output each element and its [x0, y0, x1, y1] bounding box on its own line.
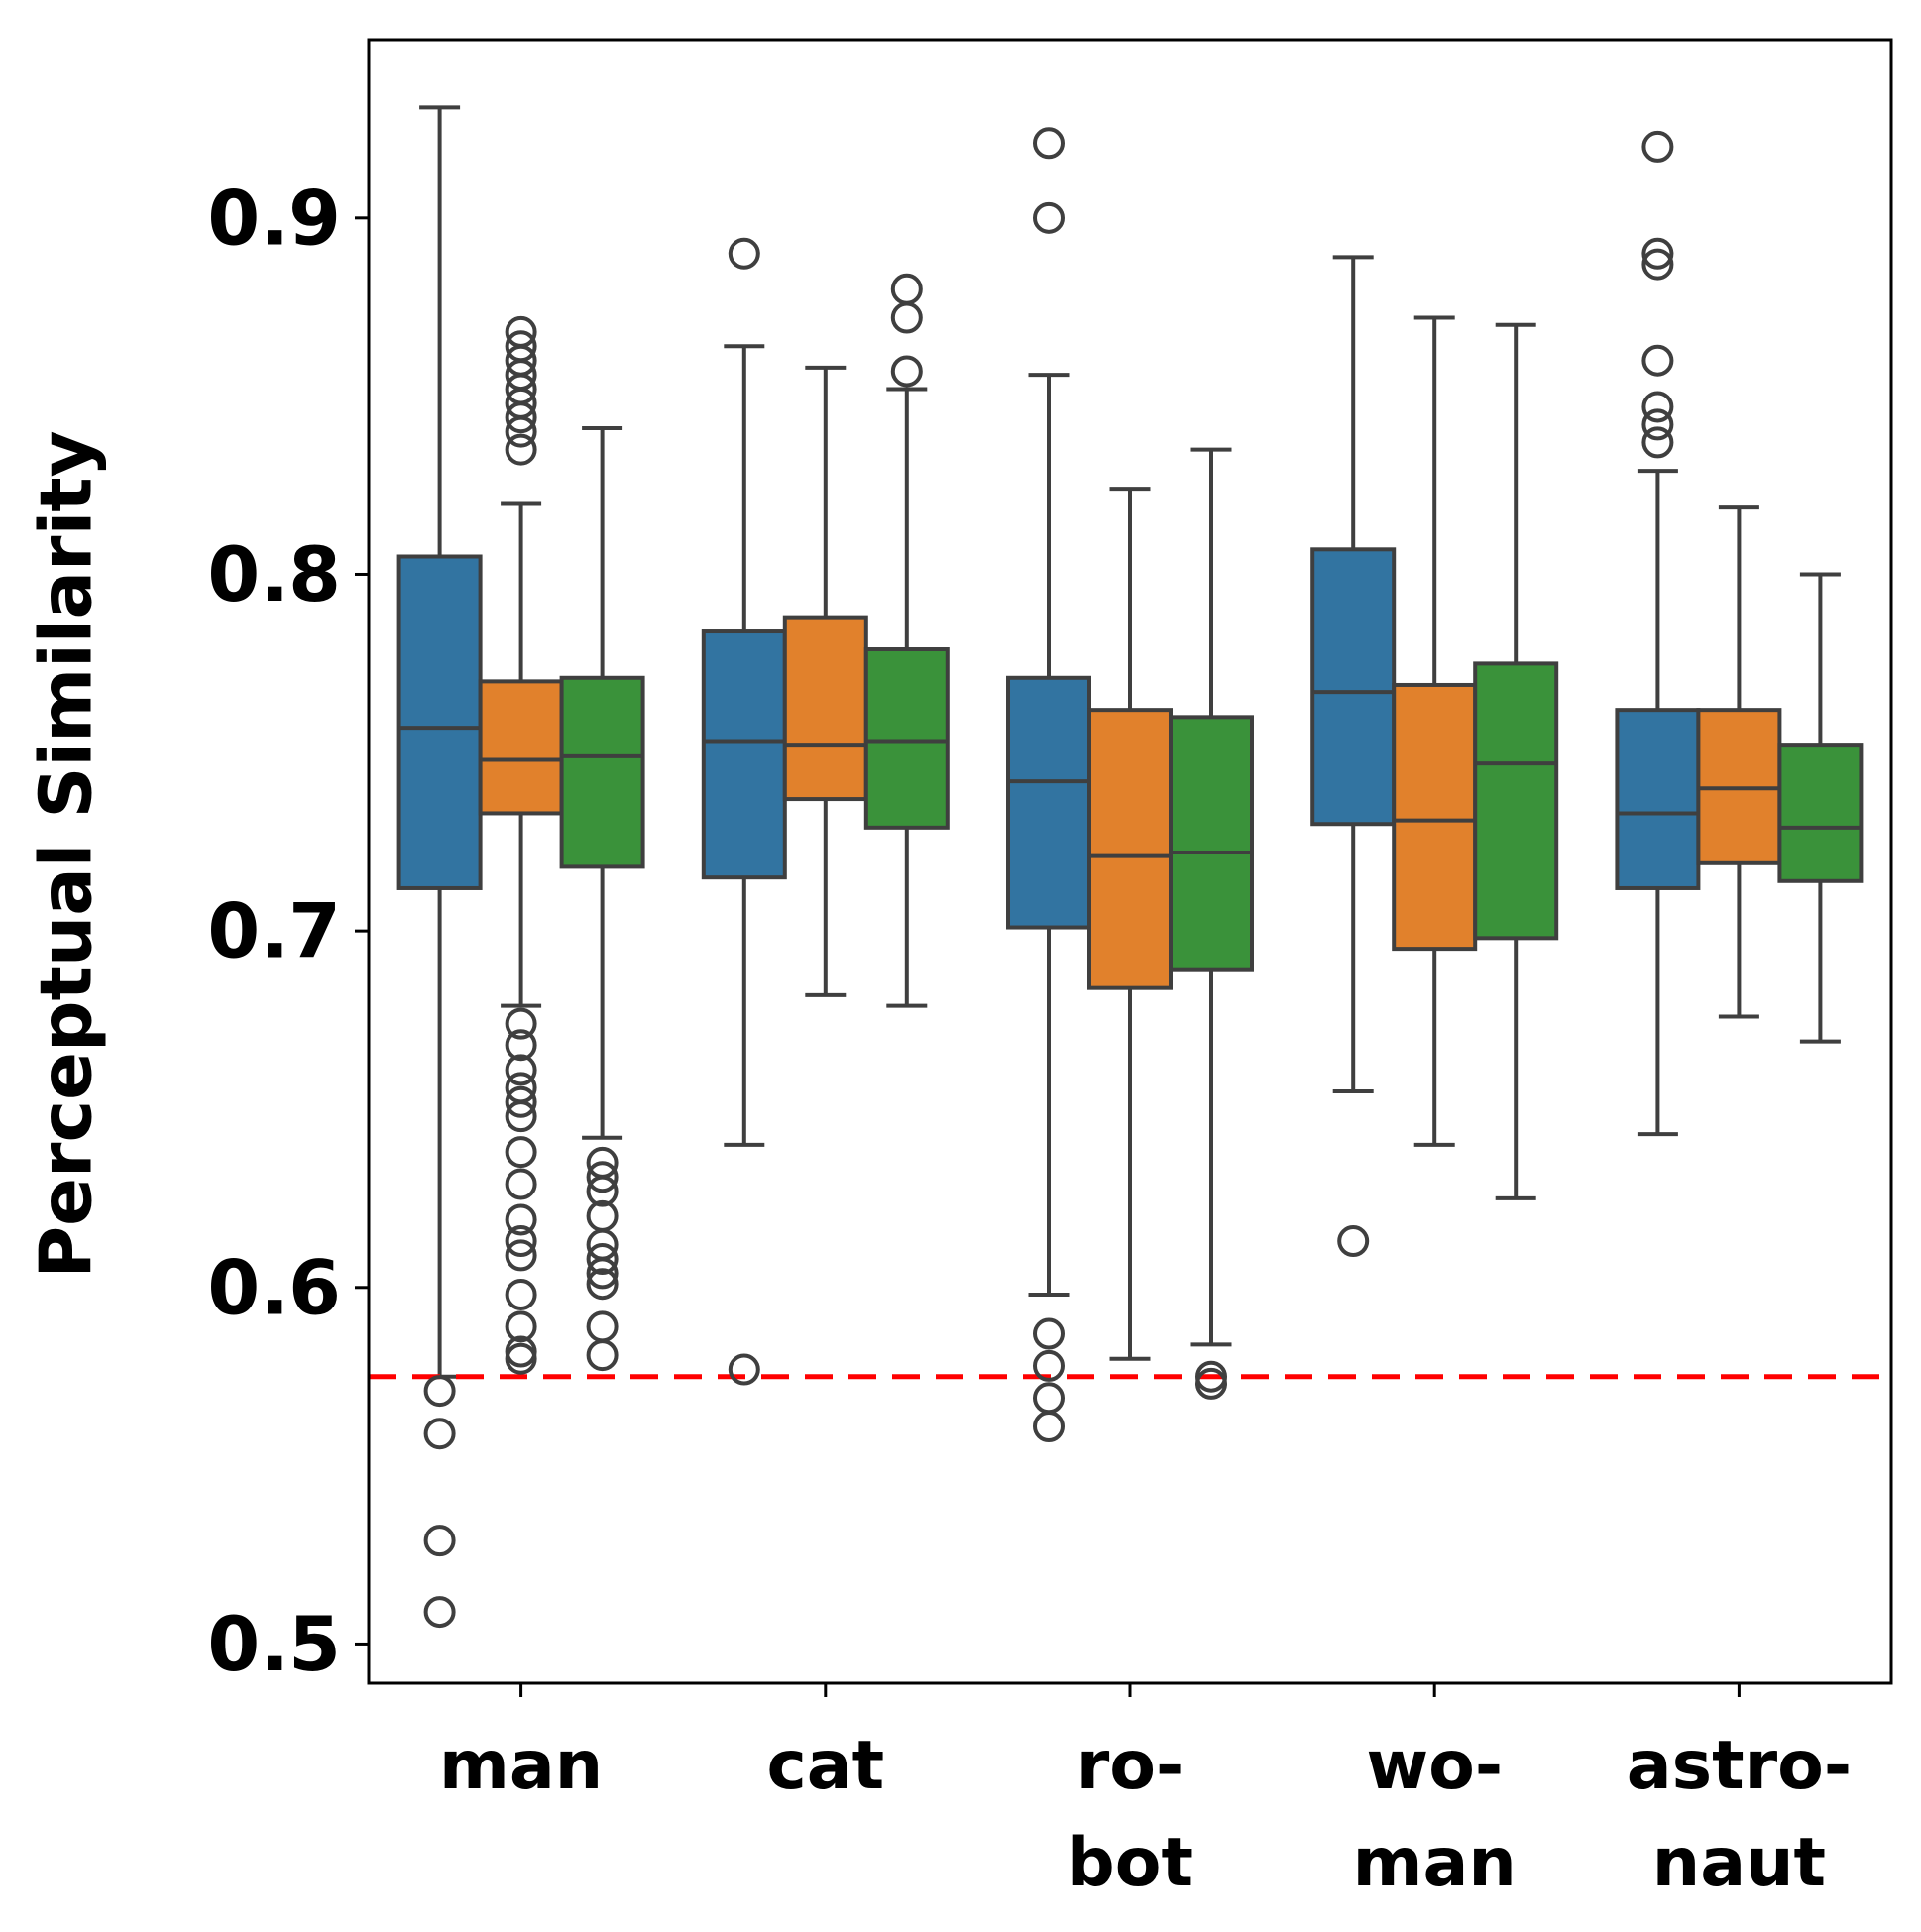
box-robot-series-1 — [1006, 675, 1091, 930]
outlier-man-series-2 — [505, 1278, 537, 1310]
outlier-man-series-1 — [423, 1418, 456, 1450]
x-tick-label-line: bot — [1067, 1824, 1193, 1902]
outlier-man-series-1 — [423, 1375, 456, 1408]
outlier-man-series-2 — [505, 1203, 537, 1236]
outlier-robot-series-1 — [1033, 1317, 1065, 1350]
x-tick-label-cat: cat — [766, 1727, 884, 1805]
axes-layer: 0.5 0.6 0.7 0.8 0.9 man cat ro-bot wo-man astro-n… — [207, 173, 1852, 1902]
outlier-woman-series-1 — [1337, 1225, 1370, 1258]
box-astronaut-series-1 — [1615, 708, 1701, 890]
y-tick-label: 0.6 — [207, 1243, 341, 1331]
box-woman-series-3 — [1473, 661, 1559, 941]
box-woman-series-2 — [1392, 682, 1478, 952]
outlier-robot-series-1 — [1033, 201, 1065, 234]
x-tick-label-line: astro- — [1627, 1727, 1852, 1805]
outlier-man-series-3 — [586, 1175, 619, 1207]
outlier-man-series-2 — [505, 1168, 537, 1200]
box-robot-series-3 — [1169, 715, 1254, 972]
outlier-man-series-2 — [505, 1239, 537, 1272]
outlier-astronaut-series-1 — [1641, 237, 1674, 270]
outlier-astronaut-series-1 — [1641, 426, 1674, 459]
outlier-man-series-3 — [586, 1339, 619, 1372]
outlier-man-series-3 — [586, 1257, 619, 1290]
x-tick-label-line: man — [439, 1727, 603, 1805]
box-woman-series-1 — [1310, 547, 1397, 827]
box-man-series-3 — [559, 675, 645, 869]
box-robot-series-2 — [1087, 708, 1173, 990]
outlier-man-series-1 — [423, 1525, 456, 1557]
y-axis-title: Perceptual Similarity — [25, 430, 108, 1278]
outlier-man-series-2 — [505, 1085, 537, 1118]
y-tick-label: 0.5 — [207, 1600, 341, 1688]
outlier-man-series-2 — [505, 1100, 537, 1133]
outlier-cat-series-1 — [728, 1353, 760, 1386]
outlier-man-series-2 — [505, 1054, 537, 1086]
x-tick-label-line: naut — [1652, 1824, 1826, 1902]
outlier-robot-series-3 — [1195, 1367, 1227, 1400]
outlier-robot-series-1 — [1033, 1382, 1065, 1415]
outlier-man-series-2 — [505, 433, 537, 466]
fliers-layer — [423, 127, 1674, 1629]
outlier-robot-series-1 — [1033, 1411, 1065, 1443]
x-tick-label-man: man — [439, 1727, 603, 1805]
box-man-series-1 — [396, 554, 483, 890]
outlier-man-series-3 — [586, 1268, 619, 1301]
x-tick-label-line: cat — [766, 1727, 884, 1805]
x-tick-label-robot: ro-bot — [1067, 1727, 1193, 1902]
outlier-cat-series-3 — [890, 301, 923, 334]
y-tick-label: 0.7 — [207, 887, 341, 975]
outlier-robot-series-1 — [1033, 127, 1065, 160]
x-tick-label-astronaut: astro-naut — [1627, 1727, 1852, 1902]
x-tick-label-line: man — [1353, 1824, 1517, 1902]
outlier-astronaut-series-1 — [1641, 391, 1674, 423]
outlier-cat-series-3 — [890, 355, 923, 388]
x-tick-label-line: wo- — [1366, 1727, 1503, 1805]
outlier-man-series-2 — [505, 1136, 537, 1169]
y-tick-label: 0.9 — [207, 173, 341, 262]
outlier-astronaut-series-1 — [1641, 344, 1674, 377]
box-cat-series-1 — [701, 629, 787, 880]
box-man-series-2 — [478, 679, 564, 816]
x-tick-label-woman: wo-man — [1353, 1727, 1517, 1902]
outlier-man-series-3 — [586, 1243, 619, 1276]
outlier-man-series-2 — [505, 1342, 537, 1375]
outlier-man-series-3 — [586, 1161, 619, 1193]
outlier-man-series-2 — [505, 1225, 537, 1258]
box-cat-series-2 — [782, 615, 868, 802]
outlier-man-series-3 — [586, 1310, 619, 1343]
outlier-cat-series-3 — [890, 273, 923, 305]
outlier-man-series-2 — [505, 415, 537, 448]
outlier-astronaut-series-1 — [1641, 248, 1674, 281]
outlier-man-series-2 — [505, 1029, 537, 1062]
x-tick-label-line: ro- — [1076, 1727, 1184, 1805]
box-cat-series-3 — [863, 647, 950, 830]
y-tick-label: 0.8 — [207, 530, 341, 619]
box-astronaut-series-3 — [1777, 743, 1864, 883]
outlier-astronaut-series-1 — [1641, 408, 1674, 441]
boxes-layer — [396, 105, 1864, 1379]
outlier-robot-series-1 — [1033, 1349, 1065, 1382]
outlier-cat-series-1 — [728, 237, 760, 270]
outlier-man-series-2 — [505, 1310, 537, 1343]
outlier-man-series-2 — [505, 1007, 537, 1040]
outlier-astronaut-series-1 — [1641, 130, 1674, 163]
outlier-man-series-1 — [423, 1596, 456, 1629]
outlier-man-series-2 — [505, 401, 537, 434]
